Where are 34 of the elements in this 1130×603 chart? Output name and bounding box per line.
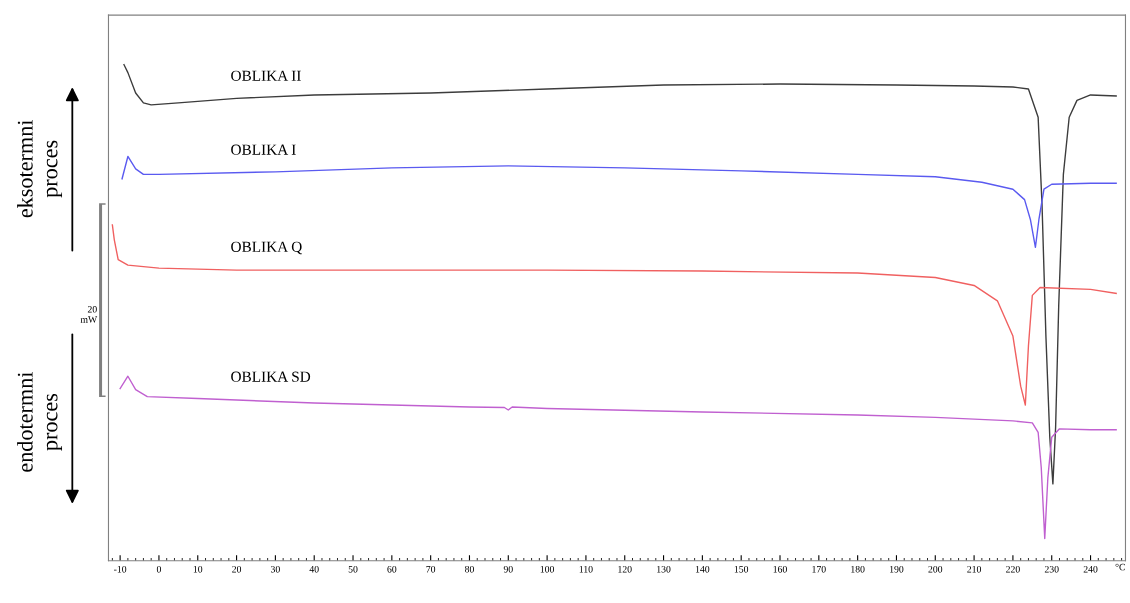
x-tick-label: 50: [348, 565, 358, 573]
x-tick-label: 220: [1006, 565, 1020, 573]
text: 20 mW: [80, 306, 98, 323]
x-tick-label: 0: [156, 565, 161, 573]
x-tick-label: 100: [540, 565, 555, 573]
x-tick-label: 170: [812, 565, 826, 573]
series-label: OBLIKA SD: [231, 371, 311, 382]
x-tick-label: 120: [618, 565, 632, 573]
text: eksotermni proces: [17, 119, 63, 218]
x-tick-label: 30: [271, 565, 280, 573]
x-tick-label: 160: [773, 565, 787, 573]
x-tick-label: 200: [928, 565, 943, 573]
x-tick-label: 20: [232, 565, 242, 573]
series-label: OBLIKA Q: [231, 241, 302, 255]
x-tick-label: 230: [1044, 565, 1059, 573]
series-label: OBLIKA II: [231, 70, 301, 81]
x-tick-label: 60: [387, 565, 397, 573]
x-tick-label: 130: [657, 565, 671, 573]
x-tick-label: 90: [503, 565, 513, 573]
x-tick-label: 190: [890, 565, 904, 573]
x-axis-title: °C: [1115, 563, 1125, 571]
x-tick-label: 70: [426, 565, 436, 573]
x-tick-label: 240: [1083, 565, 1098, 573]
text: endotermni proces: [17, 371, 63, 472]
x-tick-label: 10: [193, 565, 203, 573]
x-tick-label: 110: [579, 565, 593, 573]
x-tick-label: 150: [734, 565, 749, 573]
x-tick-label: 210: [967, 565, 982, 573]
x-tick-label: 140: [695, 565, 710, 573]
x-tick-label: 180: [851, 565, 865, 573]
x-tick-label: -10: [114, 565, 127, 573]
series-label: OBLIKA I: [231, 144, 296, 155]
x-tick-label: 40: [309, 565, 319, 573]
x-tick-label: 80: [464, 565, 474, 573]
